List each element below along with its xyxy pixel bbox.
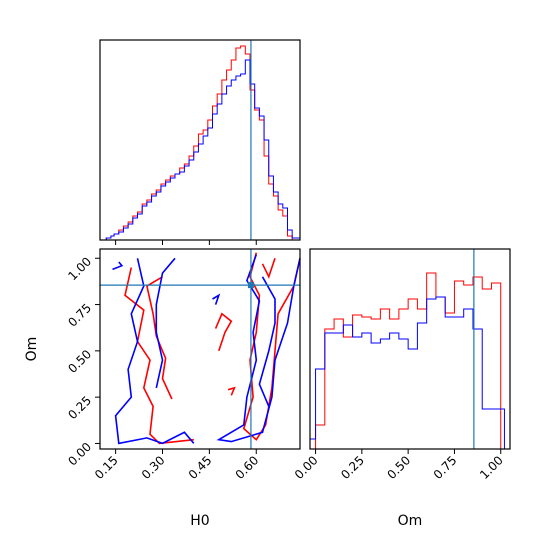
y-axis-label: Om [24, 337, 40, 362]
contour-series-1-4 [214, 312, 233, 352]
contour-series-1-1 [242, 252, 301, 441]
contour-series-2-4 [155, 257, 176, 389]
x-axis-label: H0 [190, 513, 209, 529]
joint-frame [99, 248, 301, 450]
x-tick-label: 0.45 [186, 453, 215, 482]
y-tick-label: 0.00 [65, 440, 94, 469]
x-tick-label: 0.30 [139, 453, 168, 482]
x-tick-label: 0.15 [92, 453, 121, 482]
contour-series-1-3 [145, 276, 173, 400]
y-tick-label: 0.25 [65, 393, 94, 422]
contour-series-1-5 [227, 386, 236, 396]
x-tick-label: 0.75 [431, 453, 460, 482]
om-marginal-frame [309, 248, 511, 450]
y-tick-label: 1.00 [65, 254, 94, 283]
h0-marginal-frame [99, 39, 301, 241]
x-tick-label: 0.50 [384, 453, 413, 482]
contour-series-1-6 [261, 258, 276, 279]
histogram-series-2 [100, 59, 301, 241]
contour-series-2-6 [258, 276, 276, 407]
x-axis-label: Om [398, 513, 423, 529]
x-tick-label: 0.60 [233, 453, 262, 482]
contour-series-1-2 [124, 267, 194, 445]
h0-om-joint-panel: 0.15 0.30 0.45 0.600.000.250.500.751.00 H0 … [24, 248, 301, 529]
h0-marginal-panel [99, 39, 301, 245]
histogram-series-1 [100, 45, 300, 241]
contour-series-2-1 [112, 261, 124, 271]
histogram-series-2 [309, 296, 505, 449]
om-marginal-panel: 0.00 0.25 0.50 0.75 1.00 Om [292, 248, 511, 529]
contour-series-2-2 [216, 254, 301, 443]
contour-series-2-3 [114, 258, 195, 445]
y-tick-label: 0.50 [65, 347, 94, 376]
contour-series-2-5 [212, 293, 221, 305]
truth-marker [247, 282, 254, 289]
x-tick-label: 1.00 [477, 453, 506, 482]
y-tick-label: 0.75 [65, 301, 94, 330]
histogram-series-1 [310, 272, 505, 450]
x-tick-label: 0.25 [338, 453, 367, 482]
x-tick-label: 0.00 [292, 453, 321, 482]
